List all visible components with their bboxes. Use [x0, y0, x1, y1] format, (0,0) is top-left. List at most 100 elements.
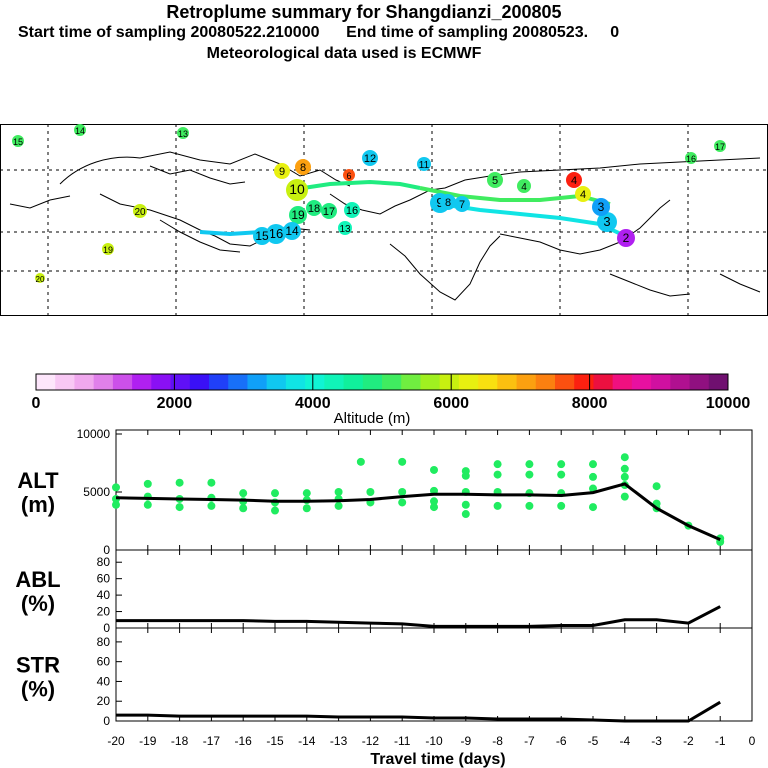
scatter-point: [620, 492, 629, 501]
x-tick-label: -3: [651, 734, 662, 748]
colorbar-swatch: [305, 374, 325, 390]
scatter-point: [112, 483, 120, 492]
colorbar-swatch: [689, 374, 710, 390]
colorbar-swatch: [516, 374, 537, 390]
map-marker-label: 18: [308, 203, 320, 215]
colorbar-swatch: [631, 374, 652, 390]
y-tick-label: 60: [97, 572, 111, 586]
y-axis-label: (%): [21, 591, 55, 616]
y-tick-label: 0: [103, 714, 110, 728]
scatter-point: [589, 503, 597, 512]
map-gridlines: [0, 124, 768, 316]
scatter-point: [493, 460, 502, 469]
map-marker-label: 4: [521, 182, 527, 193]
map-marker: [487, 172, 503, 188]
map-marker: [266, 224, 286, 244]
scatter-point: [239, 489, 248, 498]
map-marker-label: 15: [13, 137, 23, 147]
scatter-point: [143, 500, 152, 509]
x-tick-label: -16: [235, 734, 253, 748]
scatter-point: [143, 479, 152, 488]
scatter-point: [461, 500, 470, 509]
y-axis-label: ALT: [17, 468, 59, 493]
y-tick-label: 20: [97, 605, 111, 619]
map-marker: [417, 157, 431, 171]
scatter-point: [207, 478, 216, 487]
colorbar-swatch: [151, 374, 172, 390]
colorbar-swatch: [93, 374, 114, 390]
x-tick-label: -18: [171, 734, 189, 748]
colorbar-swatch: [670, 374, 691, 390]
map-marker-label: 4: [571, 175, 577, 187]
scatter-point: [334, 501, 343, 510]
scatter-point: [525, 460, 534, 469]
colorbar-swatch: [497, 374, 518, 390]
map-marker-label: 14: [75, 126, 85, 136]
map-marker: [685, 152, 697, 164]
y-axis-label: (%): [21, 677, 55, 702]
scatter-point: [334, 488, 343, 496]
map-marker-label: 16: [346, 205, 358, 217]
colorbar-swatch: [112, 374, 133, 390]
map-marker: [338, 221, 352, 235]
map-marker-label: 3: [598, 200, 605, 214]
map-marker-label: 5: [492, 175, 498, 187]
scatter-point: [557, 501, 566, 510]
colorbar-ticks: 0 2000 4000 6000 8000 10000: [32, 374, 750, 412]
map-marker: [133, 204, 147, 218]
map-marker-label: 15: [255, 229, 269, 243]
colorbar-swatch: [209, 374, 229, 390]
scatter-point: [398, 488, 407, 496]
map-marker: [517, 179, 531, 193]
colorbar-swatch: [189, 374, 210, 390]
colorbar-tick-label: 4000: [295, 395, 331, 412]
map-marker: [295, 159, 311, 175]
x-tick-label: 0: [749, 734, 756, 748]
map-marker-label: 9: [279, 166, 285, 178]
colorbar-swatch: [612, 374, 633, 390]
map-marker-label: 13: [339, 224, 351, 235]
map-marker: [592, 198, 610, 216]
x-tick-label: -17: [203, 734, 221, 748]
altitude-colorbar: 0 2000 4000 6000 8000 10000 Altitude (m): [32, 373, 750, 427]
panel-frame: [115, 549, 753, 629]
x-tick-label: -2: [683, 734, 694, 748]
map-marker-label: 16: [269, 226, 283, 241]
map-marker-label: 17: [715, 142, 725, 152]
colorbar-tick-label: 2000: [157, 395, 193, 412]
map-marker-label: 19: [103, 245, 113, 255]
end-time-value: 0: [610, 24, 620, 41]
colorbar-swatch: [478, 374, 498, 390]
colorbar-swatch: [343, 374, 364, 390]
map-marker: [714, 140, 726, 152]
map-marker: [253, 227, 271, 245]
x-axis: -20 -19 -18 -17 -16 -15 -14 -13 -12 -11 -10 -9 -8 -7-…: [107, 734, 755, 748]
y-tick-label: 20: [97, 694, 111, 708]
panel-frame: [115, 627, 753, 722]
colorbar-swatch: [55, 374, 75, 390]
colorbar-swatch: [458, 374, 479, 390]
x-tick-label: -11: [394, 734, 411, 748]
colorbar-swatch: [401, 374, 421, 390]
colorbar-swatch: [228, 374, 248, 390]
map-marker-label: 3: [603, 214, 610, 229]
x-tick-label: -4: [619, 734, 630, 748]
map-marker-label: 8: [445, 197, 451, 209]
colorbar-xlabel: Altitude (m): [334, 410, 411, 427]
scatter-point: [620, 464, 629, 473]
scatter-point: [652, 482, 661, 491]
y-tick-label: 60: [97, 655, 111, 669]
x-tick-label: -10: [425, 734, 443, 748]
colorbar-swatch: [574, 374, 594, 390]
y-tick-label: 0: [103, 543, 110, 557]
map-marker: [362, 150, 378, 166]
map-marker: [74, 124, 86, 136]
map-marker-label: 6: [346, 171, 351, 181]
scatter-point: [589, 472, 597, 481]
x-tick-label: -7: [524, 734, 535, 748]
y-tick-label: 5000: [83, 485, 110, 499]
scatter-point: [430, 497, 438, 506]
colorbar-swatch: [708, 374, 729, 390]
